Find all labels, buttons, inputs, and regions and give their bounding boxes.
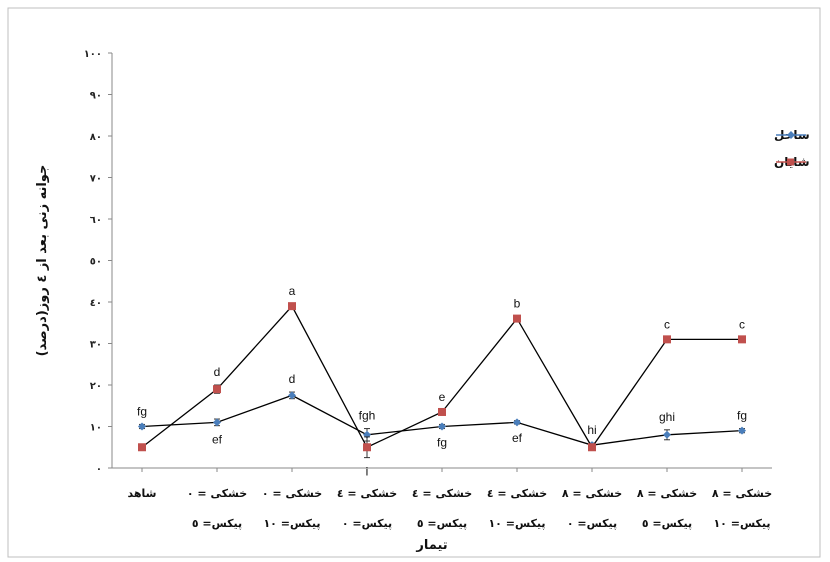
data-point [588,443,596,452]
x-tick-label-line2: پیکس= ٥ [417,517,467,530]
x-tick-label-line1: خشکی = ٤ [487,487,547,500]
data-point [513,314,521,323]
x-tick-label-line1: خشکی = ٠ [262,487,322,500]
significance-letter: fg [437,436,447,450]
x-tick-label-line1: شاهد [128,487,157,500]
x-tick-label-line1: خشکی = ٠ [187,487,247,500]
significance-letter: ef [212,433,223,447]
data-point [738,335,746,344]
axes: ٠ ١٠ ٢٠ ٣٠ ٤٠ ٥٠ ٦٠ ٧٠ ٨٠ ٩٠ ١٠٠ شاهد خشکی = ٠ پیکس= … [84,49,772,530]
x-tick-label-line1: خشکی = ٨ [712,487,772,500]
significance-letter: ghi [659,410,675,424]
y-axis-title: جوانه زنی بعد از ٤ روز(درصد) [35,165,50,357]
y-tick-label: ٨٠ [90,132,102,143]
data-point [663,430,671,439]
y-tick-label: ٩٠ [90,91,102,102]
data-point [738,426,746,435]
x-tick-label-line2: پیکس= ٥ [642,517,692,530]
significance-letter: fg [737,409,747,423]
significance-letter: d [289,372,296,386]
x-tick-label-line2: پیکس= ٠ [342,517,392,530]
chart-border [7,7,821,558]
significance-letter: c [664,317,670,331]
y-tick-label: ٦٠ [90,215,102,226]
series-2: d a i e b c c [138,284,746,479]
data-point [213,385,221,394]
y-tick-label: ٧٠ [90,174,102,185]
legend-item: شایان [774,155,810,169]
significance-letter: hi [587,423,596,437]
significance-letter: a [289,284,296,298]
x-tick-label-line2: پیکس= ٥ [192,517,242,530]
significance-letter: d [214,365,221,379]
data-point [363,443,371,452]
x-tick-label-line1: خشکی = ٤ [412,487,472,500]
y-tick-label: ٣٠ [90,340,102,351]
series-layer: fg ef d fgh fg ef hi ghi fg d a i e b c c [137,284,747,479]
data-point [438,407,446,416]
x-tick-label-line1: خشکی = ٨ [562,487,622,500]
data-point [663,335,671,344]
legend-marker [787,158,794,166]
data-point [288,391,296,400]
legend: ساحل شایان [774,128,810,169]
significance-letter: fg [137,404,147,418]
data-point [438,422,446,431]
x-axis-title: تیمار [415,538,447,553]
y-tick-label: ٢٠ [90,381,102,392]
significance-letter: ef [512,431,523,445]
x-tick-label-line1: خشکی = ٨ [637,487,697,500]
x-tick-label-line2: پیکس= ١٠ [713,517,770,530]
data-point [213,418,221,427]
data-point [138,443,146,452]
significance-letter: b [514,297,521,311]
y-tick-label: ٥٠ [90,257,102,268]
legend-item: ساحل [774,128,810,142]
significance-letter: e [439,390,446,404]
significance-letter: fgh [359,409,376,423]
y-tick-label: ٤٠ [90,298,102,309]
data-point [513,418,521,427]
data-point [138,422,146,431]
legend-marker [787,131,795,139]
y-tick-label: ٠ [96,464,102,475]
data-point [288,302,296,311]
y-tick-label: ١٠٠ [84,49,102,60]
significance-letter: c [739,317,745,331]
y-tick-label: ١٠ [90,423,102,434]
x-tick-label-line1: خشکی = ٤ [337,487,397,500]
x-tick-label-line2: پیکس= ٠ [567,517,617,530]
x-tick-label-line2: پیکس= ١٠ [263,517,320,530]
significance-letter: i [366,465,369,479]
x-tick-label-line2: پیکس= ١٠ [488,517,545,530]
